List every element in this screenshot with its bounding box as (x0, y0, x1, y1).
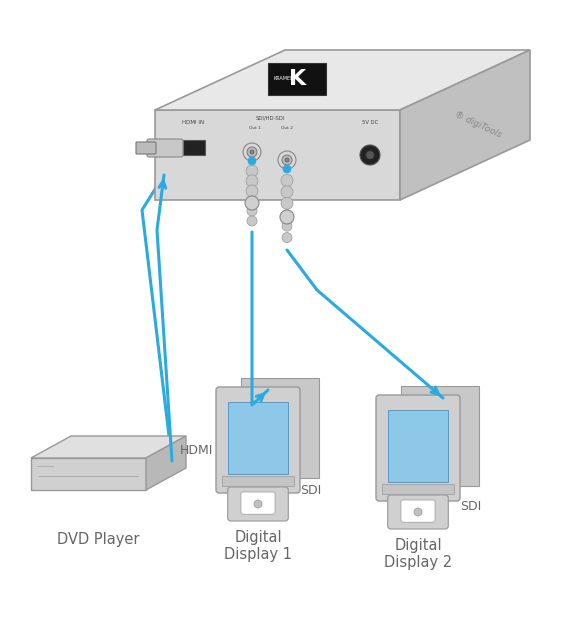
FancyBboxPatch shape (183, 140, 205, 155)
Circle shape (278, 151, 296, 169)
Circle shape (281, 175, 293, 187)
Circle shape (281, 197, 293, 209)
Polygon shape (146, 436, 186, 490)
FancyBboxPatch shape (241, 492, 275, 514)
Text: SDI: SDI (460, 500, 481, 513)
Text: HDMI IN: HDMI IN (182, 120, 204, 125)
Circle shape (360, 145, 380, 165)
Circle shape (283, 165, 291, 173)
Circle shape (281, 186, 293, 198)
Circle shape (250, 150, 254, 154)
Circle shape (246, 185, 258, 197)
Circle shape (247, 196, 257, 206)
FancyBboxPatch shape (228, 487, 288, 521)
Circle shape (247, 147, 257, 157)
FancyBboxPatch shape (216, 387, 300, 493)
FancyBboxPatch shape (228, 402, 288, 474)
Polygon shape (31, 458, 146, 490)
FancyBboxPatch shape (136, 142, 156, 154)
Circle shape (246, 165, 258, 177)
Circle shape (246, 175, 258, 187)
Text: 5V DC: 5V DC (362, 120, 378, 125)
Polygon shape (241, 378, 319, 478)
Circle shape (245, 196, 259, 210)
Text: Out 2: Out 2 (281, 126, 293, 130)
FancyBboxPatch shape (388, 495, 448, 529)
Circle shape (254, 500, 262, 508)
Circle shape (282, 221, 292, 231)
Text: SDI: SDI (300, 483, 321, 496)
FancyBboxPatch shape (382, 484, 454, 494)
Circle shape (414, 508, 422, 516)
Text: KRAMER: KRAMER (273, 76, 294, 81)
Circle shape (243, 143, 261, 161)
Circle shape (285, 158, 289, 162)
Polygon shape (31, 436, 186, 458)
FancyBboxPatch shape (388, 410, 448, 482)
Text: K: K (289, 69, 306, 89)
FancyBboxPatch shape (222, 476, 294, 486)
Polygon shape (401, 386, 479, 486)
Text: Out 1: Out 1 (249, 126, 261, 130)
Circle shape (248, 157, 256, 165)
Circle shape (280, 210, 294, 224)
Polygon shape (155, 50, 530, 110)
Polygon shape (155, 110, 400, 200)
Text: Digital
Display 2: Digital Display 2 (384, 538, 452, 570)
Circle shape (282, 155, 292, 165)
Circle shape (282, 233, 292, 242)
Circle shape (247, 206, 257, 216)
FancyBboxPatch shape (147, 139, 183, 157)
Text: DVD Player: DVD Player (57, 532, 139, 547)
Circle shape (282, 210, 292, 220)
Text: SDI/HD-SDI: SDI/HD-SDI (255, 116, 285, 120)
FancyBboxPatch shape (376, 395, 460, 501)
Text: Digital
Display 1: Digital Display 1 (224, 530, 292, 562)
Polygon shape (400, 50, 530, 200)
FancyBboxPatch shape (401, 500, 435, 522)
Polygon shape (268, 63, 327, 95)
Text: ® digiTools: ® digiTools (453, 110, 503, 140)
Text: HDMI: HDMI (180, 443, 213, 456)
Circle shape (247, 216, 257, 226)
Circle shape (366, 151, 374, 159)
